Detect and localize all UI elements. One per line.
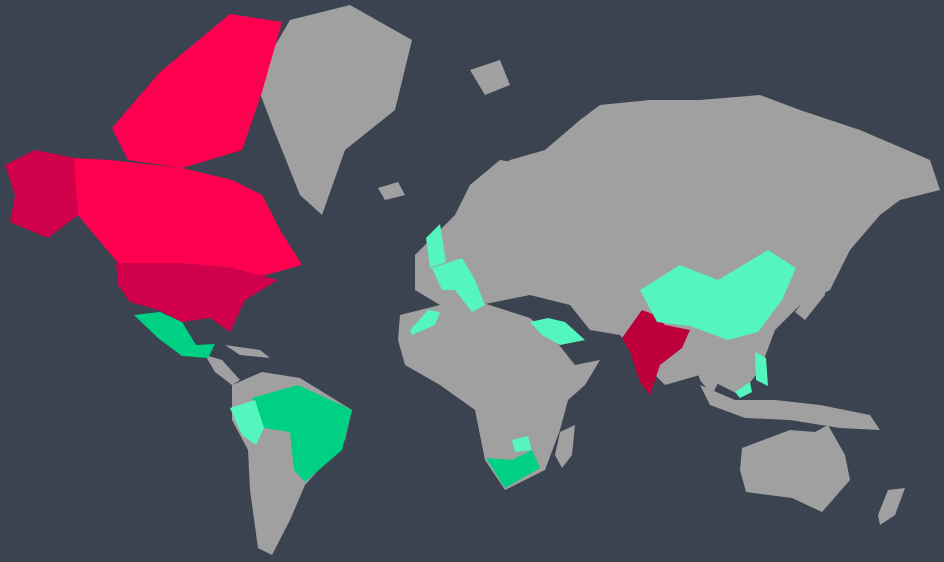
svalbard[interactable] xyxy=(470,60,510,95)
mexico[interactable] xyxy=(134,312,215,358)
peru[interactable] xyxy=(230,400,264,445)
caribbean[interactable] xyxy=(225,345,270,358)
eurasia[interactable] xyxy=(415,95,940,395)
mozambique[interactable] xyxy=(512,436,532,452)
greenland[interactable] xyxy=(255,5,412,215)
japan[interactable] xyxy=(795,255,825,320)
alaska[interactable] xyxy=(5,150,78,238)
central-america[interactable] xyxy=(205,355,240,385)
saudi-arabia[interactable] xyxy=(530,318,585,345)
indonesia[interactable] xyxy=(700,385,880,430)
canada[interactable] xyxy=(72,158,302,276)
madagascar[interactable] xyxy=(555,425,575,468)
united-kingdom[interactable] xyxy=(426,224,446,268)
australia[interactable] xyxy=(740,425,850,512)
new-zealand[interactable] xyxy=(878,488,905,525)
france-italy[interactable] xyxy=(432,258,485,312)
south-africa[interactable] xyxy=(486,450,540,488)
malaysia[interactable] xyxy=(735,382,752,398)
usa[interactable] xyxy=(116,263,278,332)
brazil[interactable] xyxy=(252,385,352,482)
morocco[interactable] xyxy=(410,310,440,335)
iceland[interactable] xyxy=(378,182,405,200)
southeast-asia[interactable] xyxy=(690,345,722,395)
canada-arctic-islands[interactable] xyxy=(112,14,282,168)
india[interactable] xyxy=(622,310,690,395)
scandinavia[interactable] xyxy=(455,160,530,245)
china[interactable] xyxy=(640,250,796,340)
africa[interactable] xyxy=(398,302,600,490)
philippines[interactable] xyxy=(755,352,768,386)
